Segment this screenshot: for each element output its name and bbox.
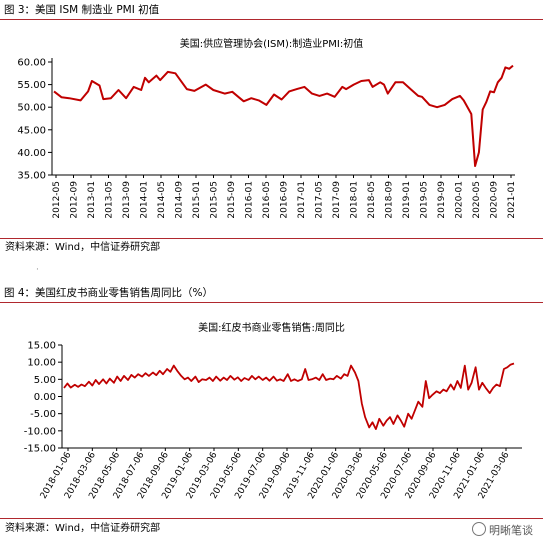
- figure4-bottom-rule: [0, 518, 543, 519]
- x-tick-label: 2015-05: [210, 181, 220, 219]
- y-tick-label: 0.00: [34, 392, 56, 403]
- y-tick-label: 10.00: [27, 358, 56, 369]
- y-tick-label: 45.00: [17, 125, 46, 136]
- x-tick-label: 2017-05: [315, 181, 325, 219]
- x-tick-label: 2018-01: [350, 181, 360, 219]
- x-tick-label: 2019-01: [402, 181, 412, 219]
- x-tick-label: 2012-05: [52, 181, 62, 219]
- x-tick-label: 2014-05: [157, 181, 167, 219]
- x-tick-label: 2014-01: [140, 181, 150, 219]
- figure3-source: 资料来源：Wind，中信证券研究部: [5, 242, 161, 253]
- y-tick-label: 55.00: [17, 80, 46, 91]
- pmi-line-chart: 35.00 40.00 45.00 50.00 55.00 60.00 2012-05 201…: [17, 58, 517, 219]
- figure4-chart-title: 美国:红皮书商业零售销售:周同比: [198, 323, 345, 334]
- x-tick-label: 2013-01: [87, 181, 97, 219]
- x-tick-label: 2015-09: [227, 181, 237, 219]
- y-tick-label: -10.00: [24, 426, 56, 437]
- figure3-chart-title: 美国:供应管理协会(ISM):制造业PMI:初值: [179, 39, 364, 50]
- x-tick-label: 2020-09: [490, 181, 500, 219]
- redbook-series-line: [63, 362, 515, 430]
- y-tick-label: 5.00: [34, 375, 56, 386]
- watermark-text: 明晰笔谈: [489, 524, 533, 537]
- y-tick-label: -5.00: [30, 409, 56, 420]
- watermark: 明晰笔谈: [472, 522, 533, 538]
- wechat-icon: [472, 522, 486, 536]
- y-tick-label: 35.00: [17, 171, 46, 182]
- x-tick-label: 2012-09: [70, 181, 80, 219]
- x-tick-label: 2020-01: [455, 181, 465, 219]
- x-tick-label: 2016-01: [245, 181, 255, 219]
- y-tick-label: 40.00: [17, 148, 46, 159]
- x-tick-label: 2018-09: [385, 181, 395, 219]
- x-tick-label: 2019-09: [437, 181, 447, 219]
- stray-mark: ·: [36, 265, 39, 275]
- x-tick-label: 2017-01: [297, 181, 307, 219]
- figure3-caption: 图 3：美国 ISM 制造业 PMI 初值: [4, 4, 160, 16]
- x-tick-label: 2020-05: [472, 181, 482, 219]
- figure4-caption: 图 4：美国红皮书商业零售销售周同比（%）: [4, 287, 213, 299]
- y-tick-label: 15.00: [27, 341, 56, 352]
- x-tick-label: 2019-05: [420, 181, 430, 219]
- x-tick-label: 2017-09: [332, 181, 342, 219]
- figure3-top-rule: [0, 19, 543, 20]
- figure3-chart: 美国:供应管理协会(ISM):制造业PMI:初值 35.00 40.00 45.00…: [0, 20, 543, 238]
- y-tick-label: 60.00: [17, 58, 46, 69]
- x-tick-label: 2021-01: [507, 181, 517, 219]
- figure4-top-rule: [0, 302, 543, 303]
- y-tick-label: -15.00: [24, 444, 56, 455]
- x-tick-label: 2016-09: [280, 181, 290, 219]
- x-tick-label: 2013-05: [105, 181, 115, 219]
- figure4-chart: 美国:红皮书商业零售销售:周同比 -15.00 -10.00 -5.00 0.00 5.…: [0, 303, 543, 515]
- x-tick-label: 2018-05: [367, 181, 377, 219]
- pmi-series-line: [53, 64, 514, 167]
- figure3-bottom-rule: [0, 238, 543, 239]
- x-tick-label: 2014-09: [175, 181, 185, 219]
- x-tick-label: 2016-05: [262, 181, 272, 219]
- x-tick-label: 2015-01: [192, 181, 202, 219]
- y-tick-label: 50.00: [17, 103, 46, 114]
- redbook-line-chart: -15.00-10.00-5.000.005.0010.0015.002018-…: [24, 341, 522, 501]
- x-tick-label: 2013-09: [122, 181, 132, 219]
- figure4-source: 资料来源：Wind，中信证券研究部: [5, 523, 161, 534]
